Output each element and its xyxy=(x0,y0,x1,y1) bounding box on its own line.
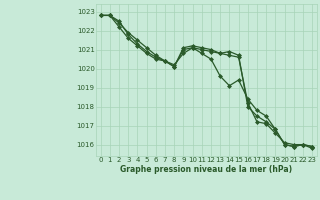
X-axis label: Graphe pression niveau de la mer (hPa): Graphe pression niveau de la mer (hPa) xyxy=(120,165,292,174)
